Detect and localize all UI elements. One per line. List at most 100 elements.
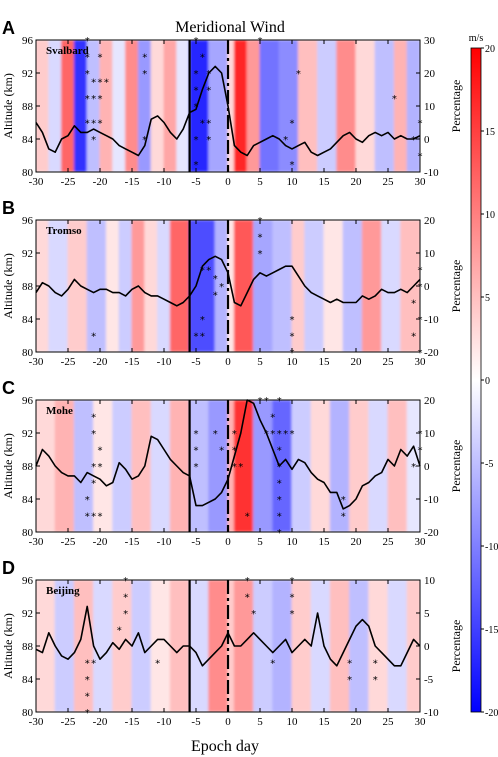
heatmap-cell <box>208 580 229 712</box>
significance-marker: * <box>290 315 295 326</box>
heatmap-cell <box>368 400 389 532</box>
y2-tick-label: -10 <box>424 167 439 179</box>
significance-marker: * <box>194 86 199 97</box>
heatmap-cell <box>253 220 274 352</box>
y2-tick-label: 10 <box>424 428 436 440</box>
significance-marker: * <box>418 429 423 440</box>
significance-marker: * <box>200 53 205 64</box>
heatmap-cell <box>150 580 171 712</box>
heatmap-cell <box>297 40 319 172</box>
heatmap-cell <box>169 220 191 352</box>
heatmap-cell <box>169 580 191 712</box>
significance-marker: * <box>117 626 122 637</box>
heatmap-cell <box>323 220 344 352</box>
heatmap-cell <box>208 400 229 532</box>
panel-letter: A <box>2 18 15 38</box>
y-tick-label: 92 <box>22 608 33 620</box>
heatmap-cell <box>361 220 383 352</box>
x-tick-label: 0 <box>225 536 231 548</box>
significance-marker: * <box>91 659 96 670</box>
heatmap-cell <box>86 220 107 352</box>
significance-marker: * <box>418 315 423 326</box>
percentage-line <box>35 65 421 157</box>
x-tick-label: -15 <box>125 716 140 728</box>
y-tick-label: 92 <box>22 68 33 80</box>
station-label: Tromso <box>46 225 82 237</box>
heatmap-cell <box>342 220 363 352</box>
y2-tick-label: -10 <box>424 314 439 326</box>
heatmap-cell <box>189 580 210 712</box>
y2-tick-label: 30 <box>424 35 436 47</box>
significance-marker: * <box>418 119 423 130</box>
heatmap-cell <box>227 40 235 172</box>
significance-marker: * <box>245 512 250 523</box>
y-tick-label: 80 <box>22 347 34 359</box>
significance-marker: * <box>290 160 295 171</box>
x-tick-label: -25 <box>61 536 76 548</box>
x-tick-label: 30 <box>415 536 427 548</box>
heatmap-cell <box>73 400 95 532</box>
significance-marker: * <box>91 479 96 490</box>
heatmap-cell <box>310 580 331 712</box>
y-tick-label: 96 <box>22 35 34 47</box>
significance-marker: * <box>373 659 378 670</box>
panel-b: *********************-30-25-20-15-10-505… <box>1 198 463 368</box>
heatmap-cell <box>61 40 75 172</box>
y2-tick-label: 20 <box>424 395 436 407</box>
significance-marker: * <box>296 69 301 80</box>
heatmap-cell <box>150 400 171 532</box>
significance-marker: * <box>213 429 218 440</box>
significance-marker: * <box>91 512 96 523</box>
significance-marker: * <box>85 36 90 47</box>
heatmap-cell <box>304 220 325 352</box>
significance-marker: * <box>219 282 224 293</box>
heatmap-cell <box>233 220 255 352</box>
x-tick-label: 0 <box>225 716 231 728</box>
significance-marker: * <box>85 692 90 703</box>
percentage-line <box>35 255 421 307</box>
y2-tick-label: 0 <box>424 134 430 146</box>
significance-marker: * <box>251 609 256 620</box>
significance-marker: * <box>91 135 96 146</box>
heatmap-cell <box>355 40 376 172</box>
significance-marker: * <box>91 119 96 130</box>
x-tick-label: -25 <box>61 176 76 188</box>
significance-marker: * <box>85 512 90 523</box>
significance-marker: * <box>98 77 103 88</box>
y-tick-label: 92 <box>22 428 33 440</box>
heatmap-cell <box>48 40 63 172</box>
x-tick-label: -10 <box>157 536 172 548</box>
heatmap-cell <box>67 220 88 352</box>
significance-marker: * <box>392 94 397 105</box>
significance-marker: * <box>277 396 282 407</box>
significance-marker: * <box>91 94 96 105</box>
panel-letter: C <box>2 378 15 398</box>
heatmap-cell <box>381 220 402 352</box>
significance-marker: * <box>258 249 263 260</box>
significance-marker: * <box>206 266 211 277</box>
significance-marker: * <box>85 69 90 80</box>
heatmap-cell <box>73 40 88 172</box>
significance-marker: * <box>411 135 416 146</box>
x-tick-label: -15 <box>125 176 140 188</box>
heatmap-cell <box>137 40 152 172</box>
heatmap-cell <box>54 400 75 532</box>
significance-marker: * <box>200 332 205 343</box>
heatmap-cell <box>329 580 351 712</box>
x-tick-label: 20 <box>351 716 363 728</box>
significance-marker: * <box>411 299 416 310</box>
significance-marker: * <box>213 274 218 285</box>
significance-marker: * <box>85 495 90 506</box>
y2-tick-label: 20 <box>424 68 436 80</box>
colorbar-tick-label: 20 <box>485 44 495 55</box>
heatmap-cell <box>176 40 191 172</box>
heatmap-cell <box>233 40 248 172</box>
significance-marker: * <box>238 462 243 473</box>
station-label: Mohe <box>46 405 73 417</box>
y2-tick-label: 0 <box>424 461 430 473</box>
y2-axis-label: Percentage <box>449 80 463 133</box>
x-tick-label: 25 <box>383 356 395 368</box>
significance-marker: * <box>290 593 295 604</box>
heatmap-cells <box>36 40 420 172</box>
